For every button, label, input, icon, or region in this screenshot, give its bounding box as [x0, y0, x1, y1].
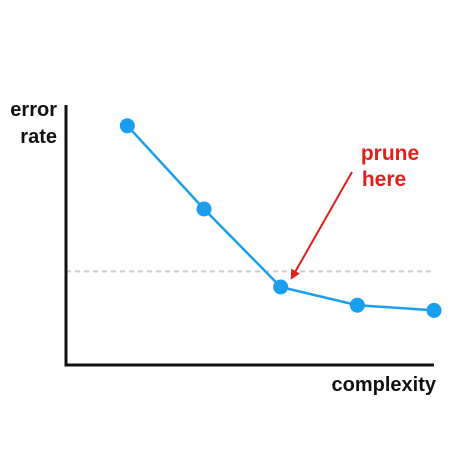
data-point-3 [273, 279, 289, 295]
annotation-label-here: here [362, 168, 406, 191]
x-axis-label: complexity [332, 374, 437, 396]
annotation-label-prune: prune [361, 142, 419, 165]
y-axis-label-line2: rate [20, 126, 57, 148]
data-point-2 [196, 201, 212, 217]
y-axis-label-line1: error [10, 99, 57, 121]
annotation-arrow [290, 171, 353, 280]
data-point-5 [426, 302, 442, 318]
data-point-4 [349, 297, 365, 313]
data-point-1 [119, 118, 135, 134]
